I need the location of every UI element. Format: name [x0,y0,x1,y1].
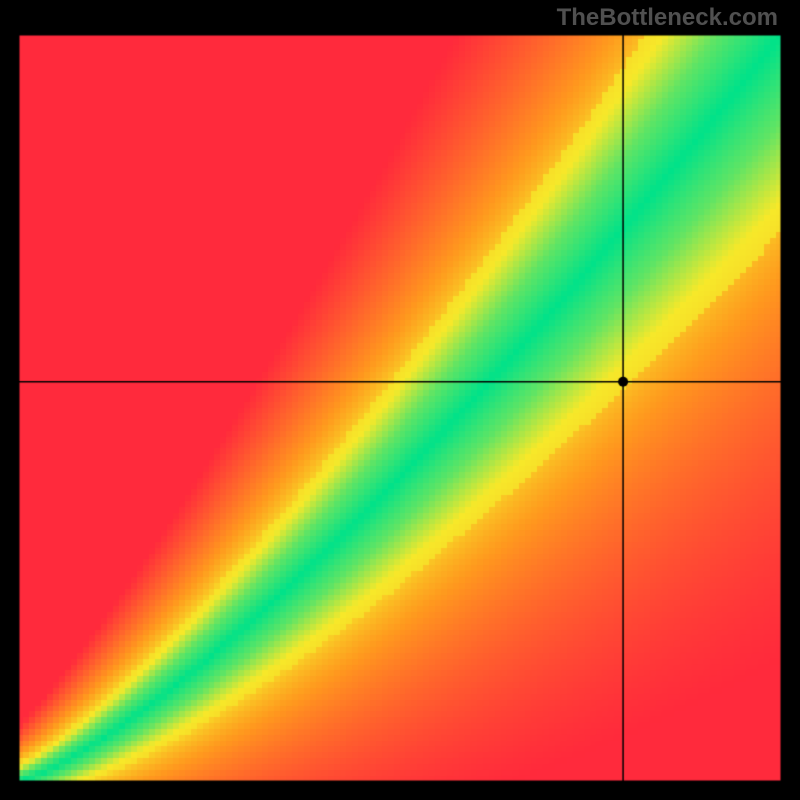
bottleneck-heatmap-canvas [18,34,782,782]
chart-container: TheBottleneck.com [0,0,800,800]
watermark-text: TheBottleneck.com [557,4,778,32]
